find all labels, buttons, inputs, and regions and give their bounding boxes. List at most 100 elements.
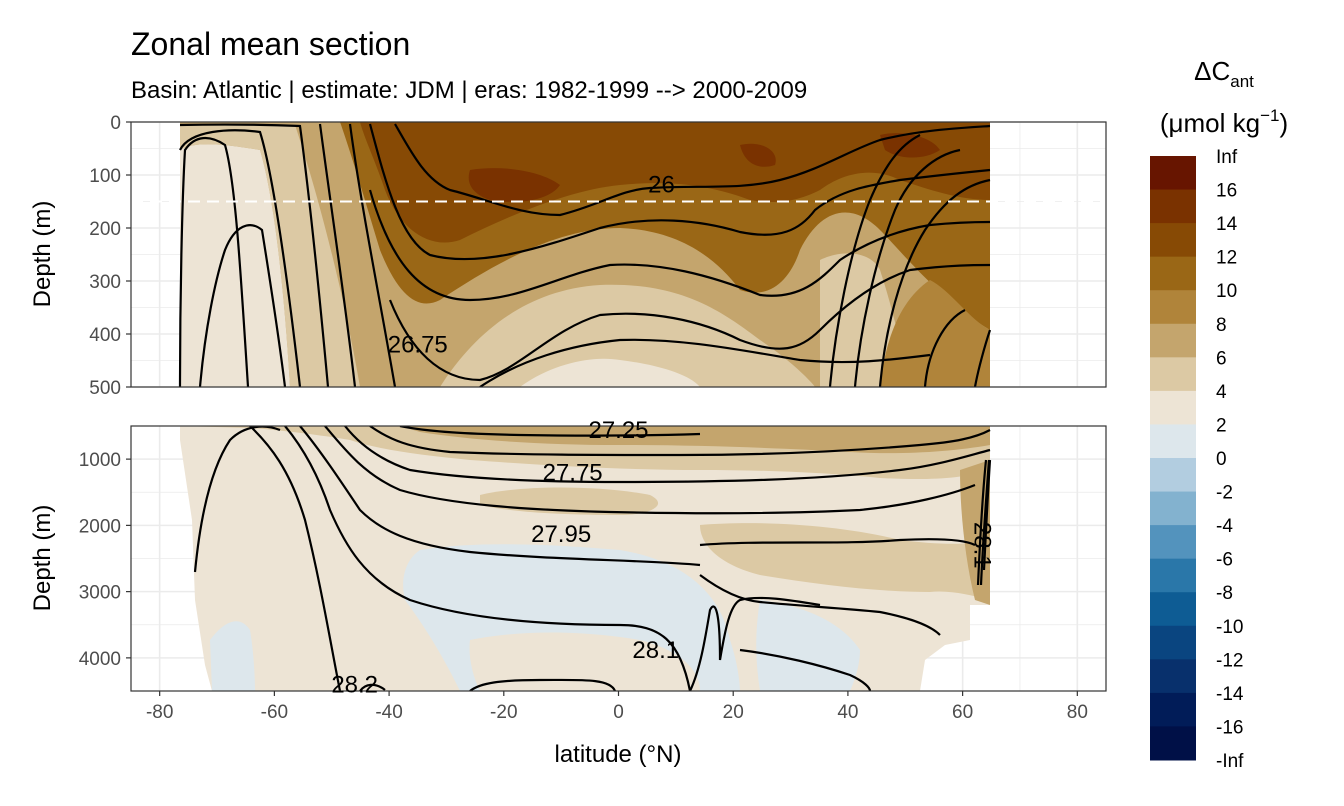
y-axis-title-bottom: Depth (m) [29,505,56,612]
top-contour-7 [394,123,991,217]
legend-label: Inf [1216,147,1238,168]
bottom-contour-north-c [982,459,992,571]
y-tick-label: 4000 [79,649,121,670]
y-tick-label: 1000 [79,450,121,471]
x-tick-label: -80 [146,702,173,723]
legend-color-step [1150,323,1196,358]
legend-color-step [1150,189,1196,224]
legend-labels: Inf 16 14 12 10 8 6 4 2 0 -2 -4 -6 -8 -10 -12 -14 -16 -Inf [1216,147,1244,772]
legend-label: 10 [1216,281,1237,302]
contour-labels: 26 26.75 27.25 27.75 27.95 28.1 28.2 28.1 [331,172,995,699]
chart-title: Zonal mean section [131,26,410,62]
contour-label: 27.25 [588,417,648,444]
legend-label: -16 [1216,717,1243,738]
bottom-contour-6 [344,426,991,484]
legend-units: (μmol kg−1) [1160,106,1288,138]
bottom-contour-14 [359,683,386,691]
top-contour-6 [348,123,397,387]
bottom-field-neg-3 [210,621,255,691]
bottom-contour-2 [249,426,342,691]
legend-color-step [1150,525,1196,560]
bottom-field-upper-4 [400,426,990,454]
bottom-contour-13 [469,678,617,691]
legend-label: -2 [1216,483,1233,504]
top-panel-border [130,121,1107,388]
x-tick-label: -20 [490,702,517,723]
top-contour-14 [878,178,991,387]
x-tick-label: 0 [613,702,624,723]
bottom-contour-9 [699,538,976,547]
bottom-field-pale-core [469,632,700,691]
legend-colorbar [1150,156,1196,761]
x-tick-label: 80 [1067,702,1088,723]
legend-color-step [1150,659,1196,694]
legend-title: ΔCant [1194,56,1254,91]
color-legend: ΔCant (μmol kg−1) Inf 16 14 12 10 8 6 4 2 0 -2 -4 -6… [1150,56,1288,772]
contour-label: 26.75 [388,332,448,359]
bottom-panel-y-axis: 1000 2000 3000 4000 [79,450,131,670]
top-contour-3 [179,129,302,387]
legend-color-step [1150,223,1196,258]
bottom-contour-7 [369,426,991,457]
legend-label: 4 [1216,382,1227,403]
bottom-contour-north-a [976,459,988,586]
y-tick-label: 200 [89,219,121,240]
legend-color-step [1150,491,1196,526]
legend-color-step [1150,592,1196,627]
top-contour-13 [853,148,961,387]
x-tick-label: -40 [375,702,402,723]
contour-label: 28.1 [969,522,996,569]
legend-color-step [1150,357,1196,392]
bottom-contour-north-b [979,459,991,586]
legend-color-step [1150,424,1196,459]
top-field-14 [360,122,990,243]
legend-color-step [1150,390,1196,425]
legend-label: -4 [1216,516,1233,537]
top-contour-9 [368,189,991,302]
x-tick-label: 40 [837,702,858,723]
contour-label: 28.1 [632,637,679,664]
legend-label: 14 [1216,214,1238,235]
x-tick-label: -60 [261,702,288,723]
bottom-contour-10 [699,574,941,636]
bottom-field-neg-2 [756,600,860,691]
y-tick-label: 100 [89,166,121,187]
legend-color-step [1150,558,1196,593]
top-contour-11 [479,338,931,387]
top-contour-12 [828,134,921,387]
legend-label: 0 [1216,449,1227,470]
contour-label: 27.75 [543,459,603,486]
bottom-contour-12 [739,648,872,691]
x-axis-title: latitude (°N) [555,741,682,768]
x-tick-label: 20 [723,702,744,723]
y-tick-label: 500 [89,378,121,399]
legend-color-step [1150,256,1196,291]
top-field-dome-light [440,284,815,387]
top-contour-4 [179,123,330,387]
legend-color-step [1150,726,1196,761]
top-field-light-south [180,125,360,387]
contour-label: 27.95 [531,521,591,548]
legend-label: 8 [1216,315,1227,336]
legend-label: 6 [1216,348,1227,369]
top-contour-2 [198,224,287,387]
bottom-contour-8 [399,426,701,437]
top-panel-contours [178,123,992,387]
bottom-contour-3 [284,426,692,691]
legend-color-step [1150,625,1196,660]
y-tick-label: 2000 [79,516,121,537]
top-field-16 [468,133,940,202]
bottom-panel-contours [193,426,992,691]
bottom-contour-5 [324,426,976,515]
x-axis: -80 -60 -40 -20 0 20 40 60 80 [146,691,1088,723]
legend-label: 12 [1216,248,1237,269]
top-panel-fill [180,122,990,387]
top-contour-5 [318,123,357,387]
legend-color-step [1150,290,1196,325]
bottom-contour-11 [689,596,821,691]
contour-label: 28.2 [331,671,378,698]
legend-label: -14 [1216,684,1244,705]
legend-label: 2 [1216,415,1227,436]
x-tick-label: 60 [952,702,973,723]
